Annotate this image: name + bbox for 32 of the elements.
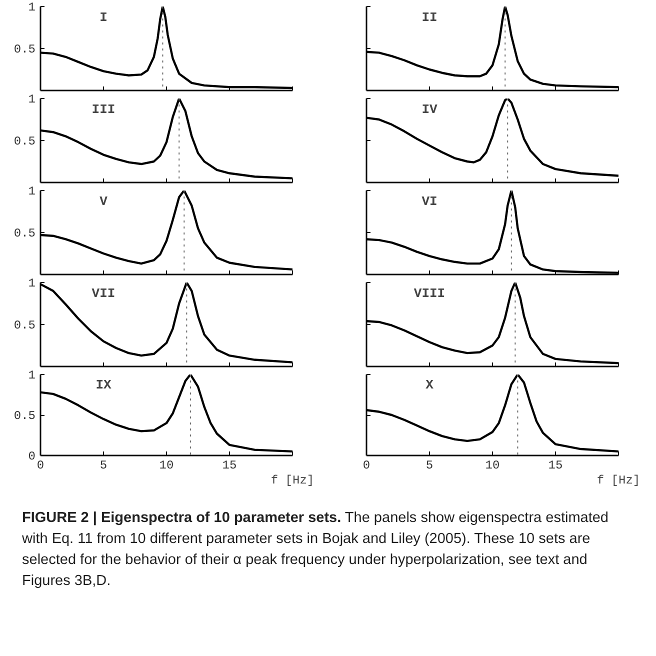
annotation: VIII xyxy=(414,286,446,301)
annotation: VII xyxy=(92,286,116,301)
y-tick-label: 0.5 xyxy=(14,134,36,148)
x-tick-label: 10 xyxy=(159,458,174,472)
y-tick-label: 1 xyxy=(28,92,36,106)
annotation: III xyxy=(92,102,116,117)
annotation: II xyxy=(422,10,438,25)
y-tick-label: 1 xyxy=(28,276,36,290)
y-tick-label: 1 xyxy=(28,0,36,14)
x-tick-label: 15 xyxy=(222,458,237,472)
y-tick-label: 1 xyxy=(28,184,36,198)
x-tick-label: 15 xyxy=(548,458,563,472)
x-axis-title: f [Hz] xyxy=(596,474,640,488)
x-tick-label: 0 xyxy=(36,458,44,472)
x-tick-label: 5 xyxy=(426,458,434,472)
text: FIGURE 2 | Eigenspectra of 10 parameter sets. xyxy=(22,510,342,526)
x-tick-label: 0 xyxy=(362,458,370,472)
annotation: I xyxy=(100,10,108,25)
annotation: IV xyxy=(422,102,438,117)
y-tick-label: 0.5 xyxy=(14,226,36,240)
annotation: VI xyxy=(422,194,438,209)
annotation: V xyxy=(100,194,108,209)
y-tick-label: 0.5 xyxy=(14,42,36,56)
y-tick-label: 1 xyxy=(28,368,36,382)
x-tick-label: 5 xyxy=(100,458,108,472)
annotation: IX xyxy=(96,377,112,392)
y-tick-label: 0.5 xyxy=(14,318,36,332)
y-tick-label: 0.5 xyxy=(14,409,36,423)
annotation: X xyxy=(426,377,434,392)
x-tick-label: 10 xyxy=(485,458,500,472)
x-axis-title: f [Hz] xyxy=(270,474,314,488)
y-tick-label: 0 xyxy=(28,450,36,464)
